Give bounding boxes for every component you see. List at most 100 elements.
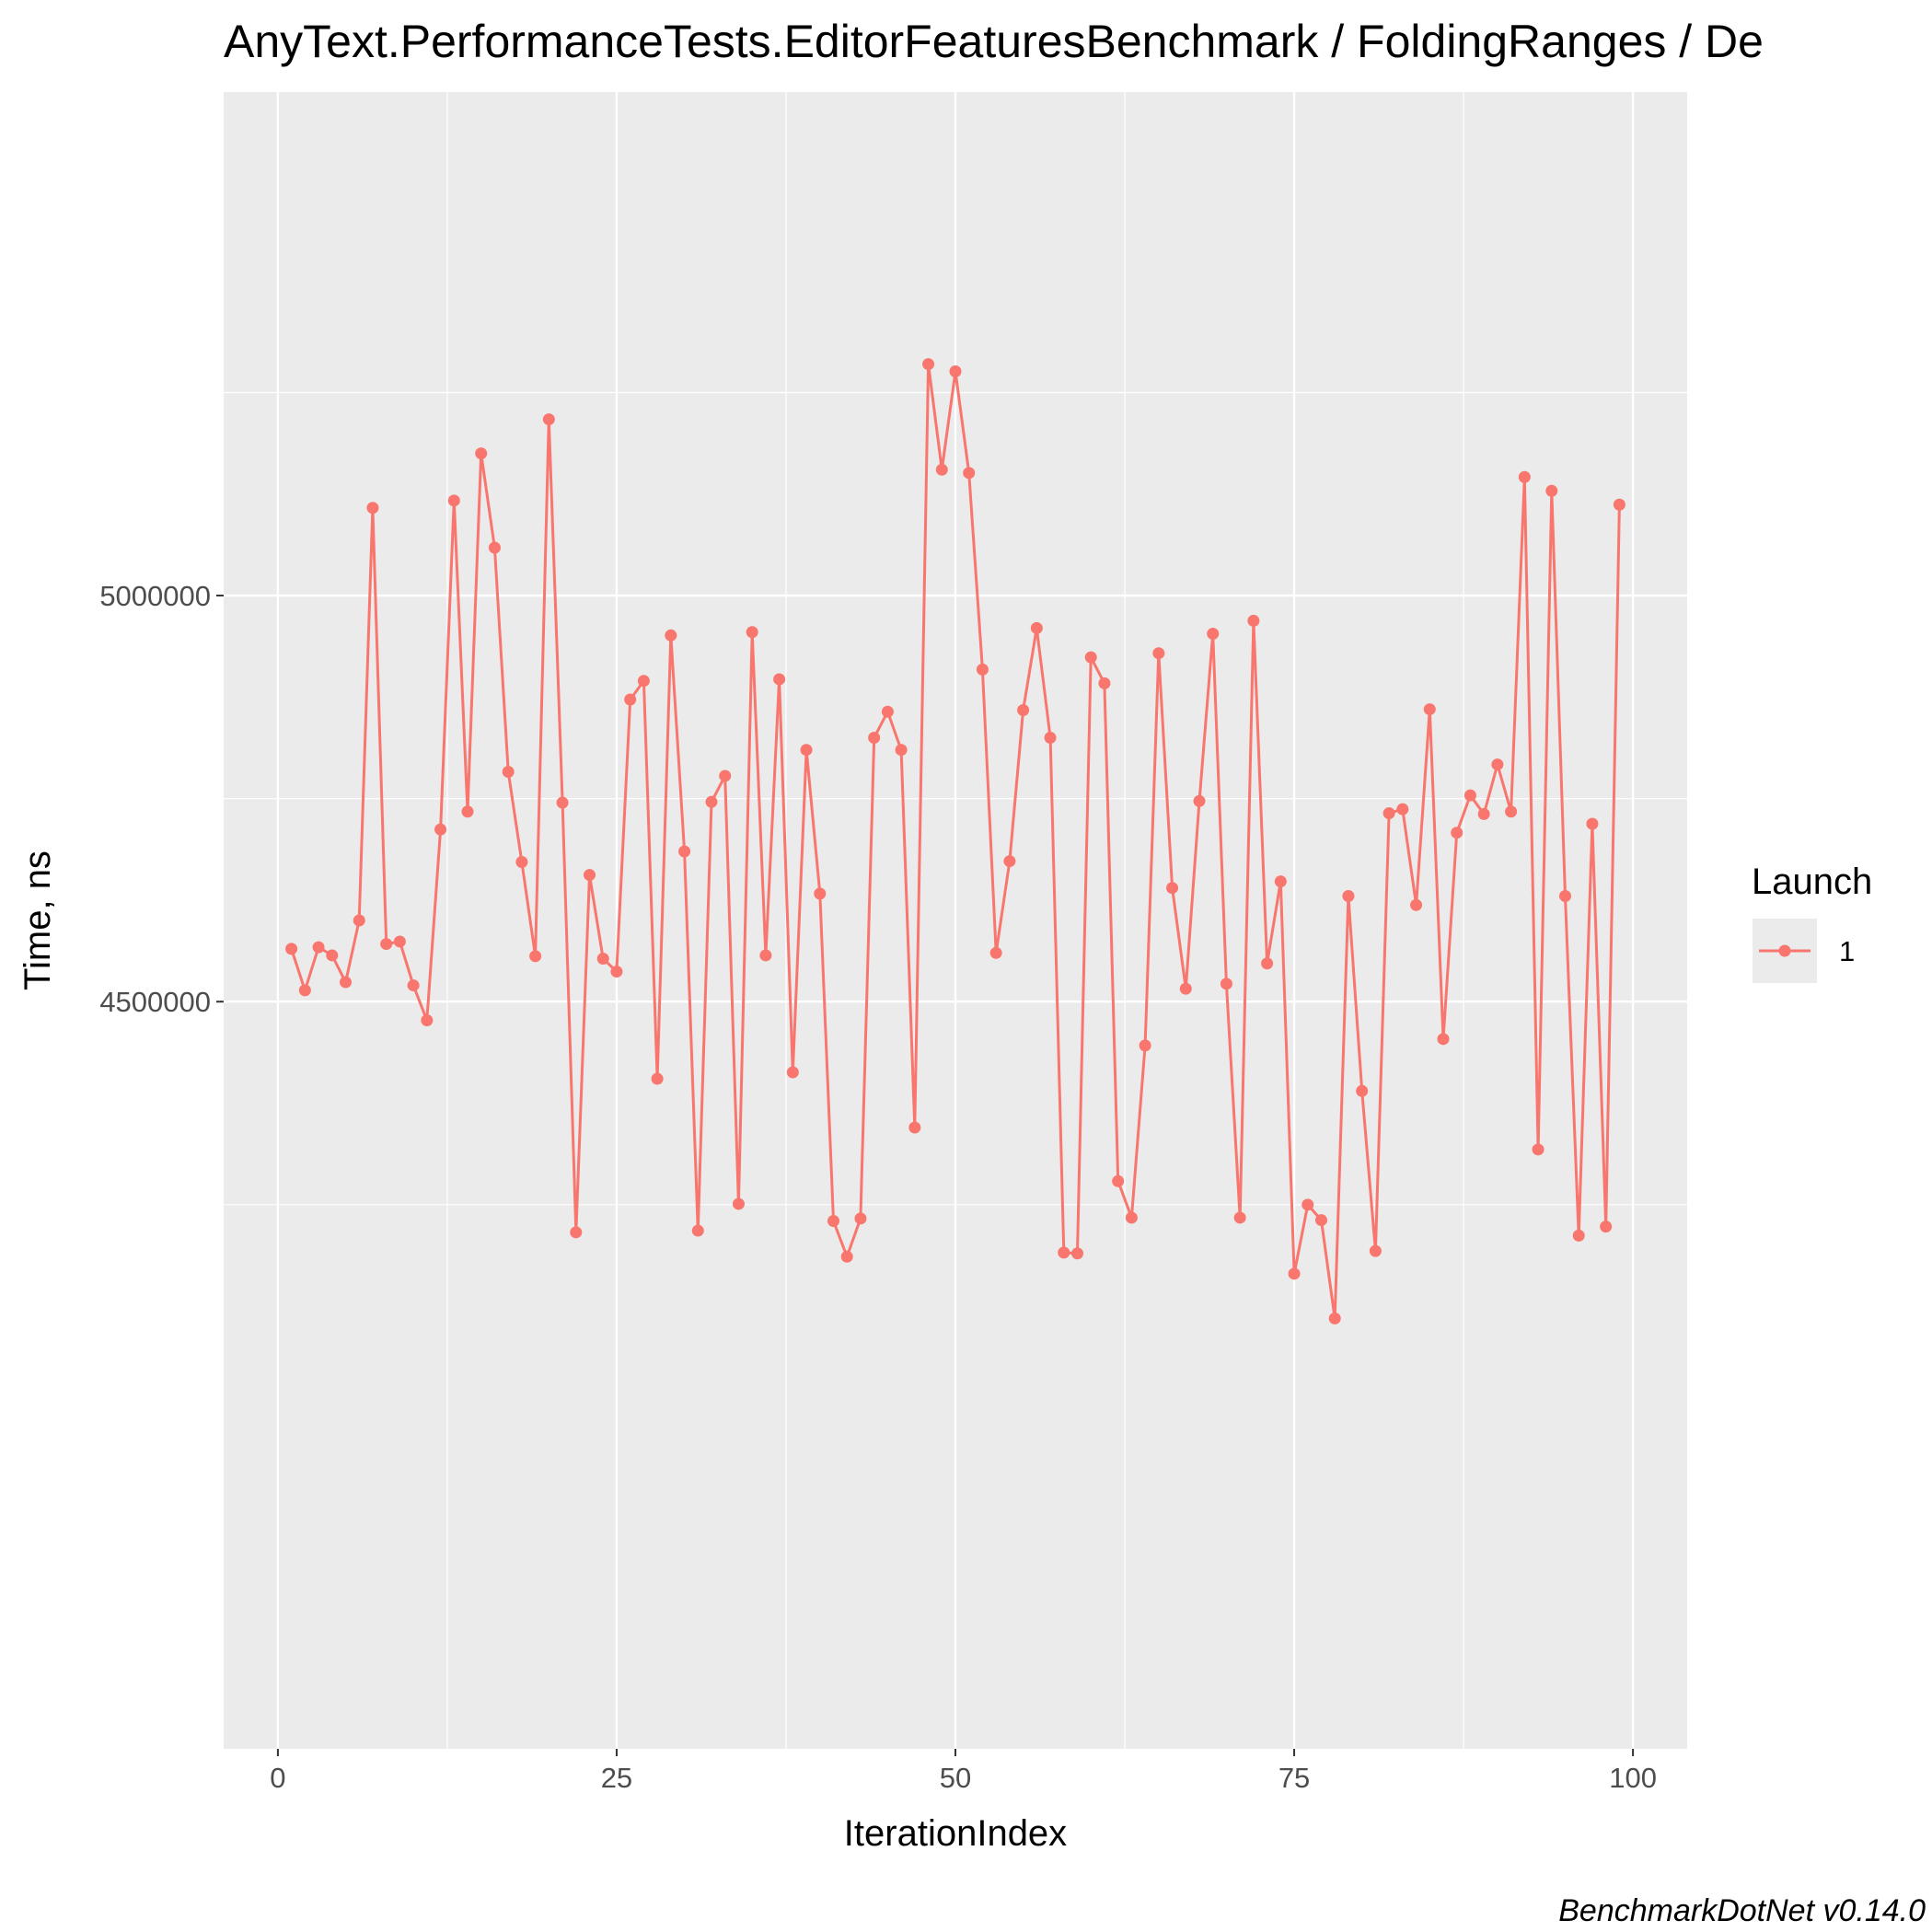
data-point bbox=[1518, 470, 1531, 483]
data-point bbox=[1017, 703, 1030, 716]
data-point bbox=[1410, 898, 1423, 911]
data-point bbox=[1288, 1267, 1301, 1280]
data-point bbox=[353, 914, 365, 927]
data-point bbox=[908, 1121, 921, 1134]
data-point bbox=[529, 950, 542, 963]
data-point bbox=[326, 949, 339, 962]
legend-title: Launch bbox=[1752, 862, 1872, 902]
data-point bbox=[1369, 1244, 1382, 1257]
data-point bbox=[935, 463, 948, 476]
data-point bbox=[651, 1072, 664, 1085]
data-point bbox=[1003, 855, 1016, 868]
data-point bbox=[584, 869, 596, 882]
data-point bbox=[1342, 890, 1355, 903]
data-point bbox=[868, 731, 881, 744]
data-point bbox=[827, 1214, 839, 1227]
data-point bbox=[1044, 731, 1057, 744]
data-point bbox=[1532, 1143, 1544, 1156]
data-point bbox=[976, 663, 989, 676]
data-point bbox=[1505, 805, 1518, 818]
data-point bbox=[298, 984, 311, 997]
data-point bbox=[665, 629, 677, 642]
legend-label: 1 bbox=[1839, 935, 1855, 967]
data-point bbox=[1356, 1084, 1369, 1097]
data-point bbox=[461, 805, 474, 818]
data-point bbox=[1274, 875, 1287, 888]
data-point bbox=[1301, 1198, 1314, 1211]
data-point bbox=[895, 744, 908, 757]
data-point bbox=[1071, 1247, 1083, 1260]
data-point bbox=[691, 1224, 704, 1237]
data-point bbox=[854, 1212, 867, 1225]
data-point bbox=[1125, 1211, 1138, 1224]
data-point bbox=[407, 979, 420, 992]
y-axis-title: Time, ns bbox=[17, 850, 58, 990]
y-tick-label: 4500000 bbox=[99, 986, 211, 1018]
data-point bbox=[719, 769, 732, 782]
data-point bbox=[1098, 677, 1111, 689]
x-axis-title: IterationIndex bbox=[844, 1813, 1067, 1854]
series-layer bbox=[285, 358, 1625, 1325]
data-point bbox=[705, 795, 718, 808]
data-point bbox=[1586, 817, 1599, 830]
data-point bbox=[1166, 882, 1179, 895]
y-tick-label: 5000000 bbox=[99, 580, 211, 612]
data-point bbox=[1084, 651, 1097, 664]
data-point bbox=[746, 626, 758, 639]
data-point bbox=[678, 845, 691, 858]
data-point bbox=[1463, 789, 1476, 802]
data-point bbox=[773, 673, 786, 686]
axis-layer: 0 25 50 75 100 4500000 5000000 bbox=[99, 580, 1657, 1794]
data-point bbox=[421, 1014, 434, 1027]
data-point bbox=[488, 541, 501, 554]
data-point bbox=[1572, 1229, 1585, 1242]
x-tick-label: 0 bbox=[270, 1762, 285, 1794]
data-point bbox=[963, 467, 976, 480]
data-point bbox=[814, 887, 827, 900]
data-point bbox=[1396, 803, 1409, 816]
data-point bbox=[922, 358, 935, 371]
data-point bbox=[989, 946, 1002, 959]
data-point bbox=[1247, 614, 1260, 627]
data-point bbox=[515, 855, 528, 868]
legend-key-point bbox=[1778, 944, 1791, 957]
data-point bbox=[1382, 807, 1395, 820]
data-point bbox=[556, 796, 569, 809]
data-point bbox=[340, 976, 352, 989]
x-tick-label: 100 bbox=[1609, 1762, 1657, 1794]
data-point bbox=[624, 693, 637, 706]
data-point bbox=[1423, 703, 1436, 716]
data-point bbox=[502, 766, 515, 779]
data-point bbox=[1058, 1246, 1070, 1259]
data-point bbox=[1559, 890, 1571, 903]
data-point bbox=[1152, 647, 1165, 660]
x-tick-label: 50 bbox=[940, 1762, 971, 1794]
data-point bbox=[1613, 498, 1625, 511]
data-point bbox=[881, 705, 894, 718]
legend: Launch 1 bbox=[1752, 862, 1872, 983]
data-point bbox=[759, 949, 772, 962]
data-point bbox=[1328, 1312, 1341, 1325]
data-point bbox=[1600, 1221, 1613, 1233]
data-point bbox=[1179, 982, 1192, 995]
data-point bbox=[380, 938, 393, 951]
data-point bbox=[475, 447, 488, 460]
data-point bbox=[1491, 758, 1504, 771]
data-point bbox=[1451, 827, 1463, 839]
data-point bbox=[1207, 628, 1220, 641]
data-point bbox=[1233, 1211, 1246, 1224]
data-point bbox=[610, 966, 623, 978]
data-point bbox=[1193, 794, 1206, 807]
data-point bbox=[1030, 621, 1043, 634]
data-point bbox=[1261, 957, 1274, 970]
data-point bbox=[1139, 1039, 1151, 1052]
x-tick-label: 75 bbox=[1278, 1762, 1310, 1794]
data-point bbox=[1315, 1214, 1327, 1227]
data-point bbox=[596, 952, 609, 965]
data-point bbox=[1220, 978, 1232, 990]
data-point bbox=[1437, 1033, 1450, 1046]
data-point bbox=[366, 502, 379, 515]
data-point bbox=[285, 943, 298, 955]
data-point bbox=[732, 1197, 745, 1210]
